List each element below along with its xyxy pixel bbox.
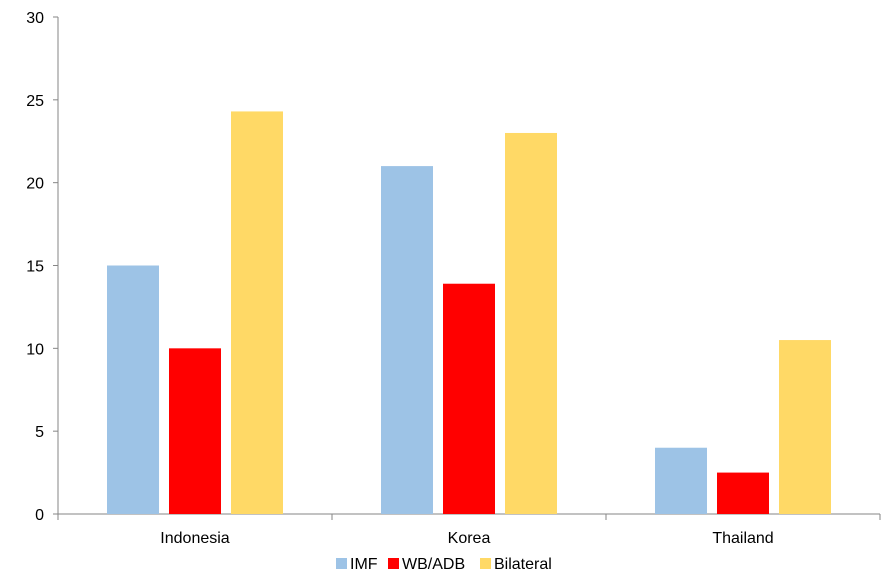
x-tick-label: Korea xyxy=(448,530,491,547)
bar-bilateral-korea xyxy=(505,132,557,514)
x-tick-label: Indonesia xyxy=(160,530,229,547)
bar-bilateral-indonesia xyxy=(231,111,283,515)
y-tick-label: 30 xyxy=(26,10,44,27)
bar-wb-adb-indonesia xyxy=(169,348,221,514)
y-tick-label: 0 xyxy=(35,507,44,524)
bars xyxy=(107,111,831,515)
legend-label: Bilateral xyxy=(494,556,552,573)
legend-swatch-wb-adb xyxy=(388,558,399,569)
bar-bilateral-thailand xyxy=(779,340,831,514)
bar-imf-thailand xyxy=(655,447,707,514)
bar-wb-adb-thailand xyxy=(717,472,769,514)
legend-swatch-bilateral xyxy=(480,558,491,569)
x-tick-label: Thailand xyxy=(712,530,773,547)
axes: 0 5 10 15 20 25 30 Indonesia Korea Thailand xyxy=(26,10,881,547)
legend-label: IMF xyxy=(350,556,378,573)
legend: IMF WB/ADB Bilateral xyxy=(336,556,552,573)
y-tick-label: 20 xyxy=(26,176,44,193)
y-tick-label: 25 xyxy=(26,93,44,110)
legend-label: WB/ADB xyxy=(402,556,465,573)
bar-wb-adb-korea xyxy=(443,283,495,514)
bar-imf-indonesia xyxy=(107,265,159,514)
y-tick-label: 5 xyxy=(35,424,44,441)
bar-imf-korea xyxy=(381,166,433,514)
y-tick-label: 15 xyxy=(26,259,44,276)
legend-swatch-imf xyxy=(336,558,347,569)
y-tick-label: 10 xyxy=(26,341,44,358)
